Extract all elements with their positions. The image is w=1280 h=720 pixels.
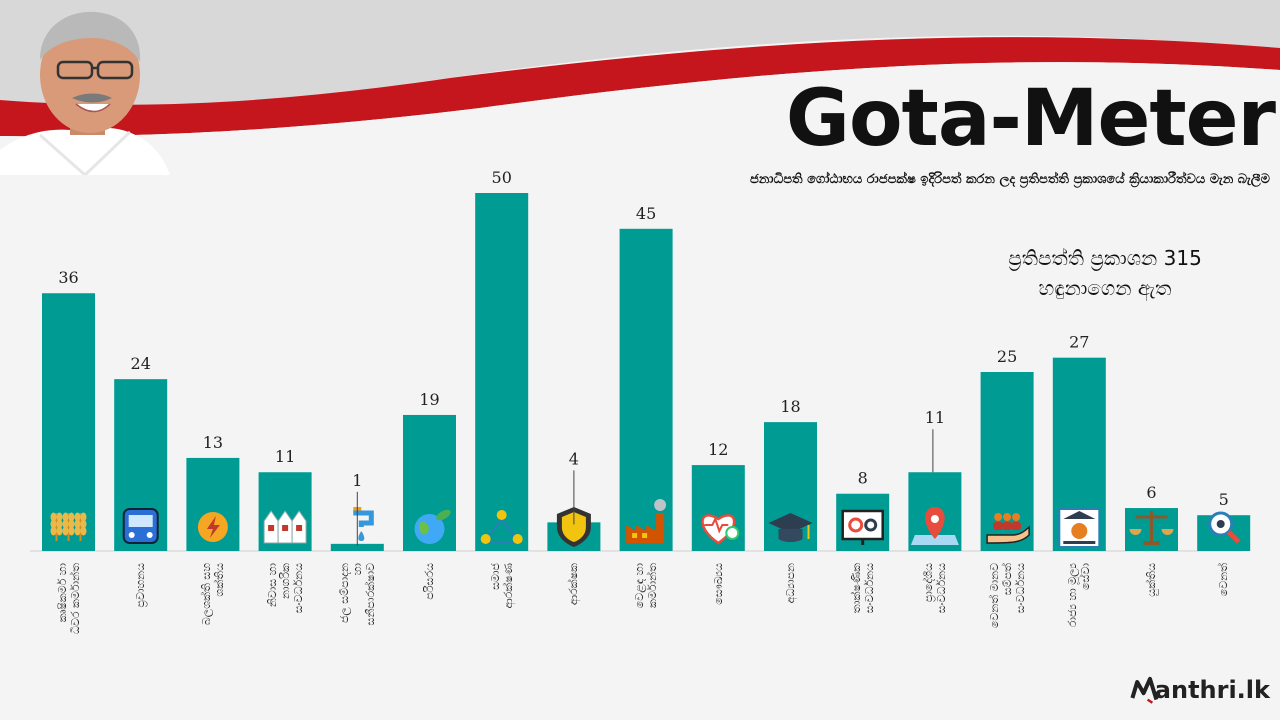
red-swoosh xyxy=(0,37,1280,137)
value-label: 11 xyxy=(275,447,295,466)
people-icon xyxy=(480,510,523,544)
value-label: 5 xyxy=(1219,490,1229,509)
bar xyxy=(980,372,1034,551)
gears-monitor-icon xyxy=(841,509,884,545)
category-label: කෘෂිකර්ම හා ධීවර කර්මාන්ත xyxy=(55,563,82,635)
value-label: 50 xyxy=(492,168,512,187)
scales-icon xyxy=(1129,511,1174,545)
category-label: ජල සම්පාදන හා සනීපාරක්ෂාව xyxy=(337,563,377,626)
value-label: 19 xyxy=(419,390,439,409)
category-label: සෞඛ්‍යය xyxy=(711,563,725,605)
manthri-logo: anthri.lk xyxy=(1130,670,1270,710)
value-label: 27 xyxy=(1069,333,1089,352)
category-label: පරිසරය xyxy=(423,563,436,600)
bar xyxy=(42,293,95,551)
value-label: 4 xyxy=(569,449,579,468)
category-label: ආරක්ෂක xyxy=(567,563,581,606)
category-label: ප්‍රාදේශීය සංවර්ධනය xyxy=(921,563,948,614)
category-label: රාජ්‍ය හා මූල්‍ය සේවා xyxy=(1066,563,1093,628)
logo-text: anthri.lk xyxy=(1154,676,1270,704)
map-pin-icon xyxy=(910,507,959,545)
category-label: බලශක්ති සහ ශක්තිය xyxy=(199,563,226,626)
value-label: 24 xyxy=(131,354,151,373)
graduation-cap-icon xyxy=(768,513,813,542)
bar xyxy=(475,193,529,551)
factory-icon xyxy=(626,499,667,543)
summary-note-line-2: හඳුනාගෙන ඇත xyxy=(1038,276,1172,300)
value-label: 8 xyxy=(858,469,868,488)
value-label: 13 xyxy=(203,433,223,452)
value-label: 12 xyxy=(708,440,728,459)
portrait-image xyxy=(0,11,170,175)
category-label: වෙනත් xyxy=(1217,563,1231,597)
value-label: 18 xyxy=(780,397,800,416)
category-label: සමාජ ආරක්ෂණ xyxy=(488,563,515,609)
m-checkmark-icon xyxy=(1130,676,1159,704)
tap-icon xyxy=(353,507,374,541)
bar xyxy=(330,543,384,551)
bus-icon xyxy=(122,508,159,544)
magnifier-icon xyxy=(1208,511,1241,544)
page-subtitle: ජනාධිපති ගෝඨාභය රාජපක්ෂ ඉදිරිපත් කරන ලද … xyxy=(749,172,1270,187)
value-label: 6 xyxy=(1146,483,1156,502)
page-title: Gota-Meter xyxy=(785,74,1276,164)
bank-icon xyxy=(1058,508,1101,548)
hand-people-icon xyxy=(986,513,1030,544)
lightning-icon xyxy=(197,512,228,542)
houses-icon xyxy=(263,510,307,544)
summary-note: ප්‍රතිපත්ති ප්‍රකාශන 315 හඳුනාගෙන ඇත xyxy=(960,243,1250,303)
category-label: අධ්‍යාපන xyxy=(784,563,797,604)
category-label: නිවාස හා නාගරික සංවර්ධනය xyxy=(265,563,305,614)
value-label: 36 xyxy=(58,268,78,287)
summary-note-line-1: ප්‍රතිපත්ති ප්‍රකාශන 315 xyxy=(1008,246,1202,270)
category-label: වෙනත් මානව සම්පත් සංවර්ධනය xyxy=(987,563,1027,629)
shield-icon xyxy=(556,507,591,547)
value-label: 25 xyxy=(997,347,1017,366)
value-label: 45 xyxy=(636,204,656,223)
heart-icon xyxy=(701,514,740,545)
globe-icon xyxy=(414,509,451,544)
category-label: ප්‍රවාහනය xyxy=(134,563,148,608)
wheat-icon xyxy=(50,512,87,541)
value-label: 1 xyxy=(352,471,362,490)
category-label: වෙළඳ හා කර්මාන්ත xyxy=(633,563,660,609)
header-banner xyxy=(0,0,1280,200)
category-label: තාක්ෂණික සංවර්ධනය xyxy=(849,563,876,614)
category-label: යුක්තිය xyxy=(1145,563,1158,597)
value-label: 11 xyxy=(925,408,945,427)
bar xyxy=(619,228,673,552)
